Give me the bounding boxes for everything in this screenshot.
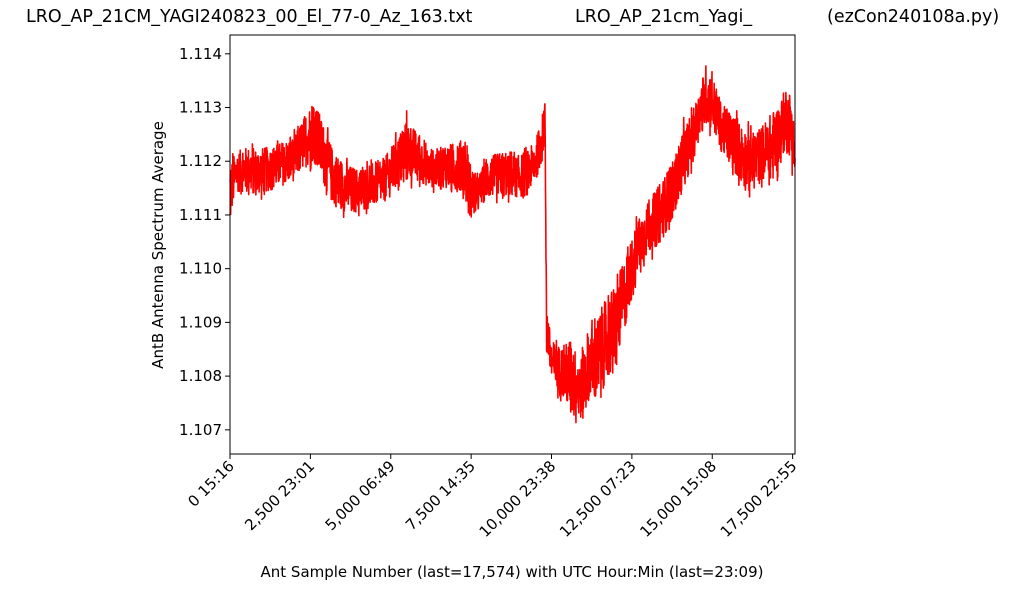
x-tick-label: 5,000 06:49 [322, 457, 399, 534]
x-tick-label: 10,000 23:38 [476, 457, 560, 541]
x-tick-label: 17,500 22:55 [717, 457, 801, 541]
series-line [229, 65, 796, 424]
header-station-label: LRO_AP_21cm_Yagi_ [575, 7, 753, 27]
y-tick-label: 1.114 [179, 45, 222, 63]
y-tick-label: 1.110 [179, 260, 222, 278]
y-tick-label: 1.112 [179, 152, 222, 170]
y-tick-label: 1.111 [179, 206, 222, 224]
plot-frame [229, 34, 796, 455]
x-tick-label: 2,500 23:01 [241, 457, 318, 534]
y-tick-label: 1.108 [179, 367, 222, 385]
header-script-name: (ezCon240108a.py) [827, 7, 1000, 27]
x-tick-label: 12,500 07:23 [556, 457, 640, 541]
y-tick-label: 1.107 [179, 421, 222, 439]
x-tick-label: 15,000 15:08 [636, 457, 720, 541]
x-tick-label: 7,500 14:35 [402, 457, 479, 534]
header-filename: LRO_AP_21CM_YAGI240823_00_El_77-0_Az_163… [26, 7, 473, 27]
y-tick-label: 1.113 [179, 99, 222, 117]
y-axis-label: AntB Antenna Spectrum Average [149, 121, 167, 369]
x-tick-label: 0 15:16 [184, 457, 237, 510]
y-tick-label: 1.109 [179, 313, 222, 331]
x-axis-label: Ant Sample Number (last=17,574) with UTC… [261, 563, 764, 581]
